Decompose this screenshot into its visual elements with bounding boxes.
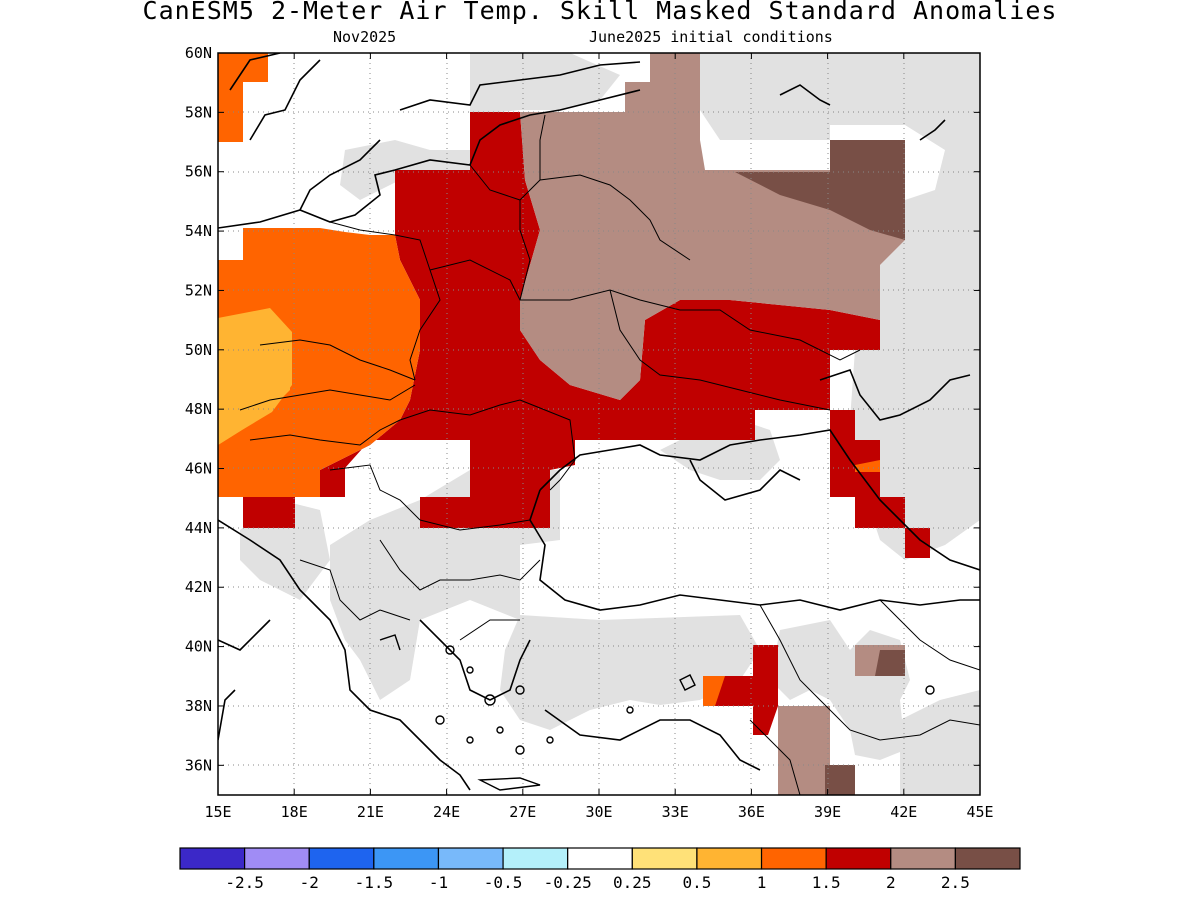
colorbar-label: -1 — [429, 873, 448, 892]
colorbar-swatch — [502, 847, 569, 870]
shaded-field — [218, 53, 980, 795]
lat-tick-label: 44N — [185, 519, 212, 537]
colorbar-swatch — [890, 847, 956, 870]
map-title: CanESM5 2-Meter Air Temp. Skill Masked S… — [142, 0, 1058, 25]
lon-tick-label: 24E — [433, 803, 460, 821]
valid-month-label: Nov2025 — [333, 28, 397, 46]
lon-tick-label: 27E — [509, 803, 536, 821]
colorbar-label: 1 — [757, 873, 767, 892]
lon-axis: 15E 18E 21E 24E 27E 30E 33E 36E 39E 42E 45E — [204, 53, 994, 821]
colorbar-label: -1.5 — [355, 873, 394, 892]
colorbar-swatch — [631, 847, 698, 870]
colorbar-swatch — [437, 847, 504, 870]
lat-tick-label: 52N — [185, 281, 212, 299]
colorbar-label: 2.5 — [941, 873, 970, 892]
near-normal-gaps — [218, 142, 243, 260]
lat-tick-label: 46N — [185, 460, 212, 478]
colorbar-swatch — [825, 847, 892, 870]
colorbar-swatch — [373, 847, 440, 870]
colorbar-label: -2.5 — [225, 873, 264, 892]
colorbar-label: -0.5 — [484, 873, 523, 892]
coastlines — [218, 53, 980, 791]
graticule — [218, 53, 980, 795]
lon-tick-label: 33E — [662, 803, 689, 821]
lon-tick-label: 45E — [966, 803, 993, 821]
lon-tick-label: 18E — [281, 803, 308, 821]
colorbar-swatch — [696, 847, 763, 870]
anomaly-level-1-5-west — [218, 230, 410, 497]
lat-tick-label: 58N — [185, 103, 212, 121]
anomaly-level-1-core — [218, 308, 292, 445]
init-conditions-label: June2025 initial conditions — [589, 28, 833, 46]
colorbar-label: 0.25 — [613, 873, 652, 892]
lat-tick-label: 42N — [185, 578, 212, 596]
colorbar-label: 0.5 — [682, 873, 711, 892]
colorbar-label: 1.5 — [812, 873, 841, 892]
lat-tick-label: 50N — [185, 341, 212, 359]
colorbar-label: 2 — [886, 873, 896, 892]
colorbar-swatch — [954, 847, 1021, 870]
colorbar-label: -0.25 — [544, 873, 592, 892]
lat-tick-label: 60N — [185, 44, 212, 62]
lat-axis: 36N 38N 40N 42N 44N 46N 48N 50N 52N 54N 56N 58N 60N — [185, 44, 980, 774]
lon-tick-label: 15E — [204, 803, 231, 821]
colorbar-swatch — [308, 847, 375, 870]
lat-tick-label: 48N — [185, 400, 212, 418]
masked-region — [240, 53, 980, 795]
colorbar: -2.5 -2 -1.5 -1 -0.5 -0.25 0.25 0.5 1 1.5 2 2.5 — [179, 847, 1021, 892]
lat-tick-label: 38N — [185, 697, 212, 715]
lon-tick-label: 39E — [814, 803, 841, 821]
lon-tick-label: 42E — [890, 803, 917, 821]
country-borders — [239, 114, 980, 795]
colorbar-label: -2 — [300, 873, 319, 892]
colorbar-swatch — [760, 847, 827, 870]
lon-tick-label: 21E — [357, 803, 384, 821]
lat-tick-label: 40N — [185, 638, 212, 656]
lat-tick-label: 56N — [185, 163, 212, 181]
colorbar-swatch — [567, 847, 633, 870]
anomaly-level-gt-2-5 — [735, 140, 905, 795]
lon-tick-label: 36E — [738, 803, 765, 821]
lon-tick-label: 30E — [585, 803, 612, 821]
colorbar-swatch — [179, 847, 246, 870]
lat-tick-label: 54N — [185, 222, 212, 240]
aegean-islands — [379, 634, 935, 791]
colorbar-swatch — [244, 847, 310, 870]
lat-tick-label: 36N — [185, 756, 212, 774]
